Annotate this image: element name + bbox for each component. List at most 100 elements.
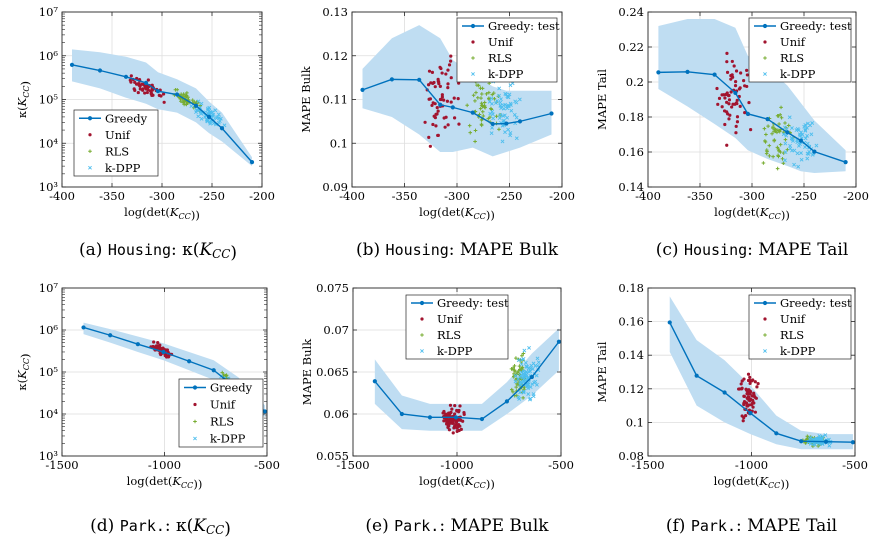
legend-box [748, 17, 852, 83]
y-tick-label: 0.16 [618, 145, 644, 159]
legend-label: Unif [780, 312, 806, 326]
scatter-point-kdpp [784, 133, 789, 138]
scatter-point-unif [748, 375, 752, 380]
y-tick-label: 0.055 [316, 449, 349, 463]
legend-label: Unif [105, 128, 131, 142]
scatter-point-rls [778, 142, 783, 147]
scatter-point-kdpp [803, 136, 808, 141]
x-tick-label: -300 [739, 189, 765, 203]
scatter-point-unif [441, 411, 445, 415]
scatter-point-kdpp [502, 106, 506, 111]
x-tick-label: -1000 [148, 458, 181, 472]
scatter-point-unif [442, 98, 446, 102]
scatter-point-rls [513, 369, 517, 374]
scatter-point-rls [805, 436, 810, 441]
panel-b: -400 -350 -300 -250 -200 0.09 0.1 0.11 0.12 0.13 l… [299, 5, 575, 260]
scatter-point-unif [756, 381, 760, 386]
scatter-point-kdpp [805, 133, 810, 138]
panel-caption: (c) Housing: MAPE Tail [656, 240, 849, 260]
legend: Greedy: test Unif RLS k-DPP [748, 294, 852, 360]
y-axis-label: MAPE Tail [595, 341, 609, 402]
scatter-point-unif [720, 105, 724, 109]
scatter-point-unif [735, 115, 740, 119]
scatter-point-unif [444, 115, 448, 119]
scatter-point-kdpp [815, 437, 820, 442]
scatter-point-unif [161, 92, 166, 96]
greedy-point [799, 439, 804, 444]
scatter-point-kdpp [487, 99, 492, 104]
scatter-point-unif [453, 412, 457, 416]
legend-label: RLS [780, 328, 804, 342]
scatter-point-rls [517, 364, 522, 368]
scatter-point-kdpp [533, 379, 538, 384]
legend-label: k-DPP [780, 344, 816, 358]
legend-box [73, 109, 159, 177]
scatter-point-kdpp [513, 373, 518, 378]
scatter-point-unif [444, 412, 448, 416]
scatter-point-kdpp [526, 386, 530, 391]
greedy-point [733, 90, 738, 95]
legend-label: RLS [488, 51, 512, 65]
scatter-point-unif [725, 143, 729, 147]
scatter-point-unif [157, 347, 161, 351]
scatter-point-unif [447, 422, 452, 426]
scatter-point-rls [515, 370, 520, 375]
scatter-point-rls [474, 90, 478, 95]
scatter-point-kdpp [524, 373, 529, 377]
y-tick-label: 0.065 [316, 365, 349, 379]
scatter-point-unif [148, 89, 153, 93]
scatter-point-kdpp [790, 126, 794, 130]
scatter-point-rls [777, 122, 781, 126]
scatter-point-unif [733, 84, 738, 88]
scatter-point-rls [465, 103, 469, 108]
scatter-point-rls [190, 98, 195, 102]
scatter-point-rls [509, 387, 514, 392]
scatter-point-kdpp [802, 124, 807, 129]
greedy-point [206, 114, 212, 120]
y-tick-label: 10⁷ [39, 5, 59, 19]
legend-swatch-greedy-marker [762, 23, 768, 29]
scatter-point-unif [443, 125, 447, 129]
scatter-point-kdpp [531, 394, 536, 399]
x-tick-label: -200 [549, 189, 575, 203]
y-axis-label: MAPE Bulk [300, 338, 314, 405]
greedy-point [823, 439, 829, 444]
scatter-point-kdpp [783, 125, 787, 130]
greedy-point [360, 87, 365, 92]
scatter-point-unif [734, 124, 738, 128]
scatter-point-unif [448, 403, 453, 407]
greedy-point [812, 149, 817, 154]
y-tick-label: 10³ [39, 180, 59, 194]
scatter-point-unif [715, 86, 719, 91]
scatter-point-unif [453, 403, 457, 408]
x-tick-label: -300 [444, 189, 470, 203]
scatter-point-unif [434, 124, 438, 128]
x-tick-label: -1000 [440, 458, 473, 472]
scatter-point-kdpp [783, 150, 788, 154]
greedy-point [161, 349, 166, 355]
scatter-point-rls [482, 100, 487, 105]
scatter-point-unif [449, 76, 453, 80]
x-tick-label: -500 [548, 458, 574, 472]
x-axis-label: log(det(KCC)) [124, 205, 200, 222]
greedy-point [219, 126, 225, 131]
y-tick-label: 10³ [39, 449, 59, 463]
scatter-point-unif [450, 421, 454, 425]
panel-caption: (d) Park.: κ(KCC) [90, 516, 231, 539]
scatter-point-rls [764, 151, 769, 156]
scatter-point-rls [480, 86, 485, 91]
scatter-point-unif [745, 73, 749, 77]
scatter-point-rls [783, 137, 788, 142]
greedy-point [69, 62, 75, 67]
scatter-point-unif [750, 401, 754, 406]
scatter-point-unif [152, 340, 156, 344]
legend-label: RLS [105, 144, 129, 158]
x-tick-label: -200 [843, 189, 869, 203]
scatter-point-unif [433, 85, 437, 89]
scatter-point-unif [457, 81, 461, 85]
scatter-point-unif [440, 71, 444, 75]
scatter-point-unif [452, 116, 457, 120]
greedy-point [389, 77, 394, 82]
scatter-point-kdpp [513, 99, 518, 104]
